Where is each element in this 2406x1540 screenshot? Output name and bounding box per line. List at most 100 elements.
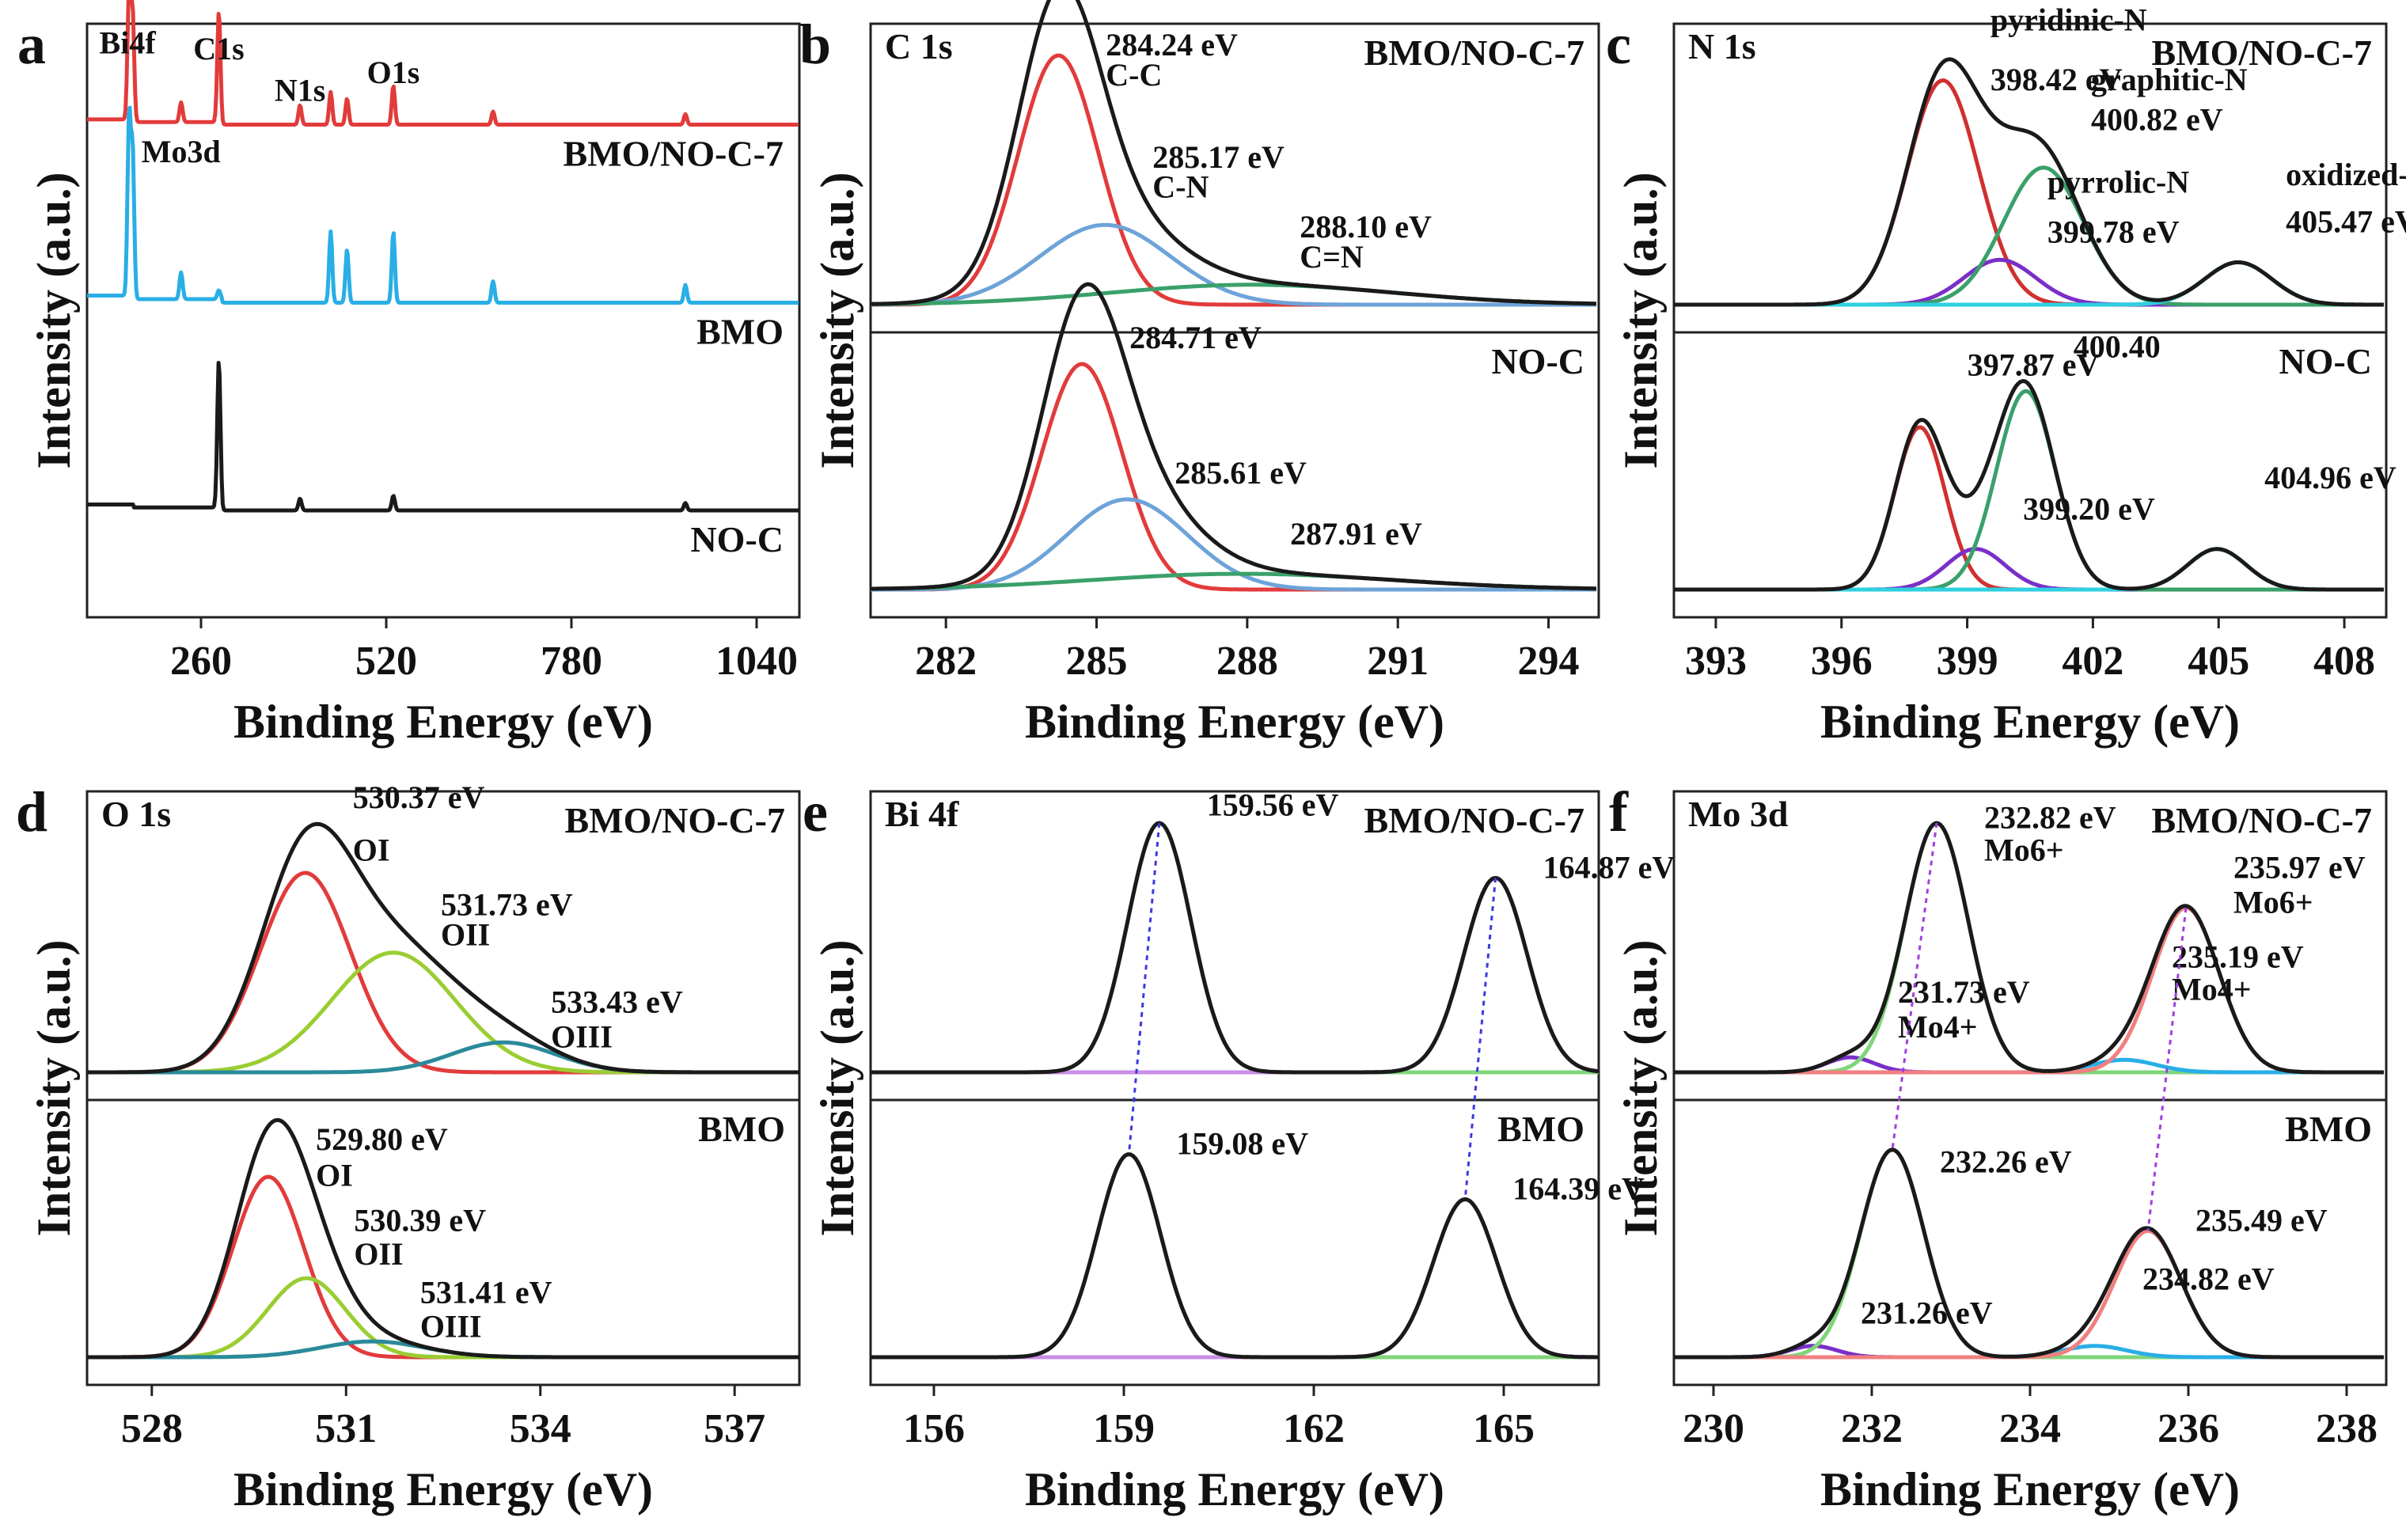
- panel-f-xtick-label: 238: [2316, 1406, 2378, 1451]
- panel-c-sub0-label-7: 405.47 eV: [2286, 204, 2406, 240]
- survey-line-0: [85, 0, 800, 127]
- survey-series-label-2: NO-C: [690, 519, 784, 559]
- panel-c-xtick-label: 402: [2062, 639, 2123, 684]
- panel-e-letter: e: [803, 780, 828, 844]
- panel-d-sub1-label-5: OIII: [420, 1308, 482, 1344]
- panel-f-sub0-label-4: 235.19 eV: [2172, 939, 2304, 975]
- panel-f-sub0-label-2: 232.82 eV: [1984, 799, 2116, 835]
- panel-f-sub1-component-3: [1674, 1228, 2384, 1360]
- panel-d-sub0-label-2: 531.73 eV: [441, 887, 573, 923]
- panel-b-sub0-label-1: C-C: [1106, 57, 1162, 93]
- panel-e-xtick-label: 165: [1473, 1406, 1535, 1451]
- panel-b-sub0-sample: BMO/NO-C-7: [1364, 32, 1584, 73]
- panel-f-shift-guide-1: [2146, 907, 2188, 1231]
- panel-f-sub1-label-1: 232.26 eV: [1940, 1144, 2072, 1179]
- panel-f-xtick-label: 230: [1683, 1406, 1744, 1451]
- panel-e-xtick-label: 162: [1283, 1406, 1345, 1451]
- panel-c-sub1-sample: NO-C: [2279, 341, 2372, 381]
- panel-b-sub0-label-0: 284.24 eV: [1106, 27, 1238, 63]
- panel-b-sub1-label-1: 285.61 eV: [1175, 455, 1307, 491]
- panel-c-letter: c: [1606, 13, 1631, 76]
- panel-b-sub0-label-4: 288.10 eV: [1300, 209, 1432, 245]
- panel-c-sub0-label-4: pyrrolic-N: [2047, 164, 2189, 199]
- panel-b-sub1-component-1: [871, 497, 1596, 592]
- survey-line-2: [85, 361, 800, 513]
- panel-d-title: O 1s: [101, 794, 171, 834]
- panel-e-xtick-label: 159: [1093, 1406, 1155, 1451]
- panel-a-frame: [85, 22, 801, 619]
- panel-c-xtick-label: 396: [1811, 639, 1873, 684]
- panel-d-sub1-sample: BMO: [698, 1109, 785, 1149]
- survey-peak-label-4: O1s: [367, 55, 420, 90]
- panel-c-xtick-label: 405: [2188, 639, 2249, 684]
- panel-d-sub0-label-4: 533.43 eV: [551, 984, 683, 1019]
- panel-a-xtick-label: 1040: [715, 639, 798, 684]
- panel-a-xtick-label: 520: [355, 639, 417, 684]
- panel-f-sub0-label-7: Mo6+: [2233, 884, 2313, 920]
- panel-d-sub0-label-3: OII: [441, 916, 490, 952]
- survey-peak-label-3: N1s: [275, 73, 325, 108]
- panel-f-sub1-envelope: [1674, 1147, 2384, 1360]
- survey-peak-label-0: Bi4f: [100, 25, 157, 61]
- panel-e-sub0-component-1: [871, 876, 1600, 1075]
- panel-e-sub0-label-0: 159.56 eV: [1207, 787, 1339, 823]
- panel-b-xtick-label: 285: [1066, 639, 1128, 684]
- panel-c-sub0-label-5: 399.78 eV: [2047, 214, 2180, 249]
- panel-d-xtick-label: 534: [510, 1406, 571, 1451]
- panel-a-xlabel: Binding Energy (eV): [233, 696, 653, 748]
- panel-b-xlabel: Binding Energy (eV): [1025, 696, 1444, 748]
- panel-f-xlabel: Binding Energy (eV): [1820, 1463, 2240, 1515]
- panel-f-shift-guide-0: [1891, 822, 1938, 1151]
- panel-d-xtick-label: 528: [121, 1406, 183, 1451]
- panel-c-frame: [1672, 22, 2388, 619]
- panel-f-sub0-label-6: 235.97 eV: [2233, 849, 2366, 885]
- panel-f-sub1-label-3: 235.49 eV: [2195, 1202, 2328, 1238]
- panel-b-letter: b: [799, 13, 831, 76]
- panel-e-ylabel: Intensity (a.u.): [811, 939, 863, 1236]
- panel-c-sub1-label-1: 400.40: [2074, 328, 2161, 364]
- panel-e-sub1-sample: BMO: [1497, 1109, 1584, 1149]
- panel-a-xtick-label: 780: [541, 639, 602, 684]
- panel-b-sub1-label-2: 287.91 eV: [1290, 516, 1422, 552]
- survey-series-label-1: BMO: [696, 312, 784, 352]
- panel-e-sub1-component-dots-0: [871, 1152, 1599, 1359]
- panel-c-sub0-label-3: 400.82 eV: [2091, 102, 2223, 138]
- panel-e-frame: [869, 790, 1600, 1386]
- panel-c-xtick-label: 393: [1685, 639, 1747, 684]
- panel-b-sub1-sample: NO-C: [1491, 341, 1584, 381]
- panel-d-xtick-label: 531: [315, 1406, 377, 1451]
- panel-c-sub1-label-3: 404.96 eV: [2264, 460, 2397, 495]
- panel-e-sub1-envelope: [871, 1152, 1599, 1360]
- panel-b-sub0-component-dots-1: [871, 223, 1596, 306]
- panel-e-shift-guide-1: [1463, 878, 1497, 1200]
- panel-f-xtick-label: 236: [2157, 1406, 2219, 1451]
- panel-e-sub0-envelope: [871, 821, 1600, 1075]
- panel-c-ylabel: Intensity (a.u.): [1615, 172, 1667, 468]
- panel-d-sub0-component-2: [87, 1040, 799, 1075]
- panel-d-sub0-envelope: [87, 821, 799, 1075]
- panel-c-xlabel: Binding Energy (eV): [1820, 696, 2240, 748]
- panel-b-sub1-component-dots-1: [871, 498, 1596, 591]
- panel-f-sub1-component-1: [1674, 1147, 2384, 1360]
- panel-e-sub1-label-0: 159.08 eV: [1176, 1126, 1308, 1162]
- panel-e-sub1-component-1: [871, 1197, 1599, 1360]
- panel-a-letter: a: [17, 13, 46, 76]
- panel-b-xtick-label: 282: [915, 639, 977, 684]
- panel-f-ylabel: Intensity (a.u.): [1615, 939, 1667, 1236]
- panel-b-sub1-label-0: 284.71 eV: [1129, 320, 1262, 355]
- panel-c-title: N 1s: [1688, 26, 1756, 66]
- panel-d-sub0-label-5: OIII: [551, 1019, 613, 1055]
- panel-b-sub0-label-5: C=N: [1300, 239, 1364, 275]
- panel-d-sub1-label-2: 530.39 eV: [354, 1202, 486, 1238]
- panel-f-sub0-label-5: Mo4+: [2172, 972, 2252, 1007]
- panel-d-sub1-label-0: 529.80 eV: [316, 1121, 448, 1157]
- panel-d-sub1-label-4: 531.41 eV: [420, 1275, 552, 1311]
- panel-c-sub0-label-2: graphitic-N: [2091, 62, 2248, 97]
- panel-b-sub1-envelope: [871, 282, 1596, 591]
- panel-b-frame: [869, 22, 1600, 619]
- panel-f-sub0-label-3: Mo6+: [1984, 832, 2064, 867]
- panel-c-xtick-label: 399: [1937, 639, 1998, 684]
- panel-f-sub0-label-0: 231.73 eV: [1898, 974, 2030, 1010]
- panel-d-sub1-envelope: [87, 1117, 799, 1360]
- panel-c-sub0-envelope: [1674, 57, 2384, 307]
